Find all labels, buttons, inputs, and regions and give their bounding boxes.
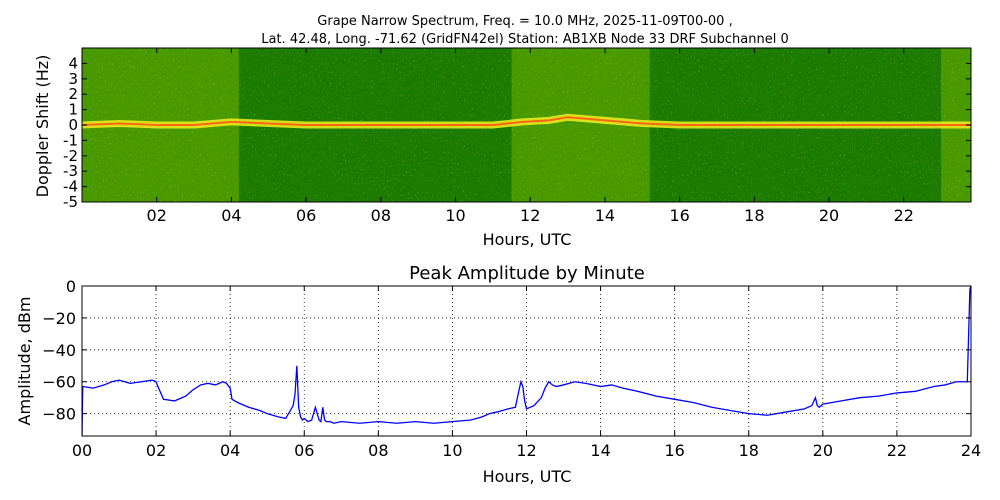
spectrogram-x-tick-label: 16 — [669, 206, 689, 225]
amplitude-x-label: Hours, UTC — [483, 467, 572, 486]
amplitude-y-label: Amplitude, dBm — [15, 297, 34, 426]
spectrogram-y-tick-label: -2 — [63, 147, 78, 165]
spectrogram-x-tick-label: 10 — [445, 206, 465, 225]
figure-title-line-2: Lat. 42.48, Long. -71.62 (GridFN42el) St… — [261, 32, 788, 47]
amplitude-x-tick-label: 12 — [516, 441, 536, 460]
spectrogram-y-tick-label: 1 — [68, 101, 78, 119]
spectrogram-y-tick-label: 4 — [68, 54, 78, 72]
spectrogram-x-tick-label: 04 — [221, 206, 241, 225]
amplitude-x-tick-label: 00 — [72, 441, 92, 460]
spectrogram-x-tick-label: 22 — [894, 206, 914, 225]
spectrogram-y-tick-label: 3 — [68, 70, 78, 88]
spectrogram-x-label: Hours, UTC — [483, 230, 572, 249]
amplitude-x-tick-label: 06 — [294, 441, 314, 460]
spectrogram-x-tick-label: 06 — [296, 206, 316, 225]
amplitude-x-ticks: 00 02 04 06 08 10 12 14 16 18 20 22 24 — [72, 286, 981, 460]
amplitude-x-tick-label: 14 — [590, 441, 610, 460]
amplitude-title: Peak Amplitude by Minute — [409, 263, 645, 284]
amplitude-panel: Peak Amplitude by Minute 00 02 04 06 08 10 12 1… — [15, 263, 981, 486]
amplitude-y-tick-label: −80 — [42, 405, 76, 424]
spectrogram-signal-core — [82, 116, 971, 126]
amplitude-x-tick-label: 04 — [220, 441, 240, 460]
spectrogram-y-tick-label: 2 — [68, 85, 78, 103]
spectrogram-y-tick-label: -3 — [63, 162, 78, 180]
spectrogram-x-tick-label: 18 — [744, 206, 764, 225]
spectrogram-y-tick-label: -5 — [63, 193, 78, 211]
spectrogram-x-tick-label: 02 — [147, 206, 167, 225]
amplitude-x-tick-label: 20 — [813, 441, 833, 460]
amplitude-grid — [82, 286, 971, 436]
spectrogram-y-tick-label: -1 — [63, 131, 78, 149]
spectrogram-y-tick-label: -4 — [63, 178, 78, 196]
spectrogram-x-tick-label: 14 — [595, 206, 615, 225]
amplitude-x-tick-label: 08 — [368, 441, 388, 460]
spectrogram-y-label: Doppler Shift (Hz) — [33, 55, 52, 198]
amplitude-y-ticks: 0 −20 −40 −60 −80 — [42, 277, 971, 424]
figure-title-line-1: Grape Narrow Spectrum, Freq. = 10.0 MHz,… — [317, 14, 732, 29]
amplitude-x-tick-label: 10 — [442, 441, 462, 460]
spectrogram-x-tick-label: 20 — [819, 206, 839, 225]
amplitude-y-tick-label: −20 — [42, 309, 76, 328]
spectrogram-signal — [82, 113, 971, 129]
amplitude-series-line — [82, 286, 971, 436]
amplitude-x-tick-label: 18 — [739, 441, 759, 460]
spectrogram-y-tick-label: 0 — [68, 116, 78, 134]
spectrogram-x-ticks: 02 04 06 08 10 12 14 16 18 20 22 — [147, 48, 914, 225]
amplitude-x-tick-label: 22 — [887, 441, 907, 460]
amplitude-y-tick-label: −40 — [42, 341, 76, 360]
amplitude-x-tick-label: 02 — [146, 441, 166, 460]
amplitude-y-tick-label: −60 — [42, 373, 76, 392]
amplitude-x-tick-label: 24 — [961, 441, 981, 460]
amplitude-x-tick-label: 16 — [664, 441, 684, 460]
spectrogram-x-tick-label: 12 — [520, 206, 540, 225]
spectrogram-x-tick-label: 08 — [371, 206, 391, 225]
amplitude-y-tick-label: 0 — [66, 277, 76, 296]
